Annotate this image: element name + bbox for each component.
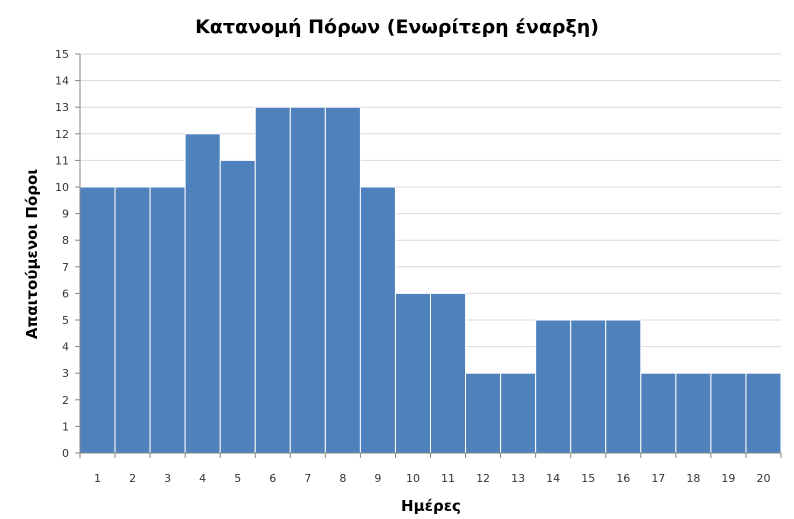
x-tick-label: 20 — [756, 472, 770, 485]
y-tick-label: 14 — [55, 75, 69, 88]
bar-day-5 — [219, 159, 256, 454]
bar-day-2 — [114, 186, 151, 454]
x-tick-label: 13 — [511, 472, 525, 485]
bar-day-12 — [465, 372, 502, 454]
y-tick-label: 11 — [55, 154, 69, 167]
x-tick-label: 15 — [581, 472, 595, 485]
bar-day-19 — [710, 372, 747, 454]
chart-title: Κατανομή Πόρων (Ενωρίτερη έναρξη) — [195, 16, 599, 38]
y-tick-label: 9 — [62, 208, 69, 221]
bar-day-4 — [184, 133, 221, 454]
bar-day-16 — [605, 319, 642, 454]
bar-day-20 — [745, 372, 782, 454]
y-tick-label: 6 — [62, 287, 69, 300]
bar-day-1 — [79, 186, 116, 454]
x-tick-label: 11 — [441, 472, 455, 485]
x-tick-label: 5 — [234, 472, 241, 485]
x-tick-label: 6 — [269, 472, 276, 485]
x-tick-labels: 1 2 3 4 5 6 7 8 9 10 11 12 13 14 15 16 17 18 19 20 — [79, 453, 782, 485]
y-tick-label: 5 — [62, 314, 69, 327]
bar-day-13 — [500, 372, 537, 454]
x-tick-label: 16 — [616, 472, 630, 485]
y-tick-label: 12 — [55, 128, 69, 141]
x-tick-label: 3 — [164, 472, 171, 485]
x-axis-label: Ημέρες — [401, 497, 461, 515]
bar-day-11 — [430, 292, 467, 454]
bar-day-9 — [359, 186, 396, 454]
x-tick-label: 12 — [476, 472, 490, 485]
x-tick-label: 10 — [406, 472, 420, 485]
bar-day-10 — [394, 292, 432, 454]
bars — [79, 106, 782, 454]
y-tick-label: 8 — [62, 234, 69, 247]
bar-day-18 — [675, 372, 712, 454]
bar-day-3 — [149, 186, 186, 454]
y-tick-label: 7 — [62, 261, 69, 274]
bar-day-7 — [289, 106, 326, 454]
x-tick-label: 8 — [339, 472, 346, 485]
y-tick-label: 10 — [55, 181, 69, 194]
y-tick-label: 1 — [62, 420, 69, 433]
bar-day-15 — [570, 319, 607, 454]
x-tick-label: 7 — [304, 472, 311, 485]
y-tick-label: 3 — [62, 367, 69, 380]
bar-day-8 — [324, 106, 361, 454]
bar-day-6 — [254, 106, 291, 454]
x-tick-label: 9 — [374, 472, 381, 485]
x-tick-label: 2 — [129, 472, 136, 485]
bar-day-17 — [640, 372, 677, 454]
x-tick-label: 1 — [94, 472, 101, 485]
x-tick-label: 4 — [199, 472, 206, 485]
x-tick-label: 17 — [651, 472, 665, 485]
y-tick-label: 0 — [62, 447, 69, 460]
y-tick-label: 15 — [55, 48, 69, 61]
y-tick-label: 2 — [62, 394, 69, 407]
x-tick-label: 19 — [721, 472, 735, 485]
y-axis-label: Απαιτούμενοι Πόροι — [23, 169, 41, 340]
y-tick-label: 4 — [62, 341, 69, 354]
y-tick-label: 13 — [55, 101, 69, 114]
x-tick-label: 18 — [686, 472, 700, 485]
bar-day-14 — [535, 319, 572, 454]
x-tick-label: 14 — [546, 472, 560, 485]
